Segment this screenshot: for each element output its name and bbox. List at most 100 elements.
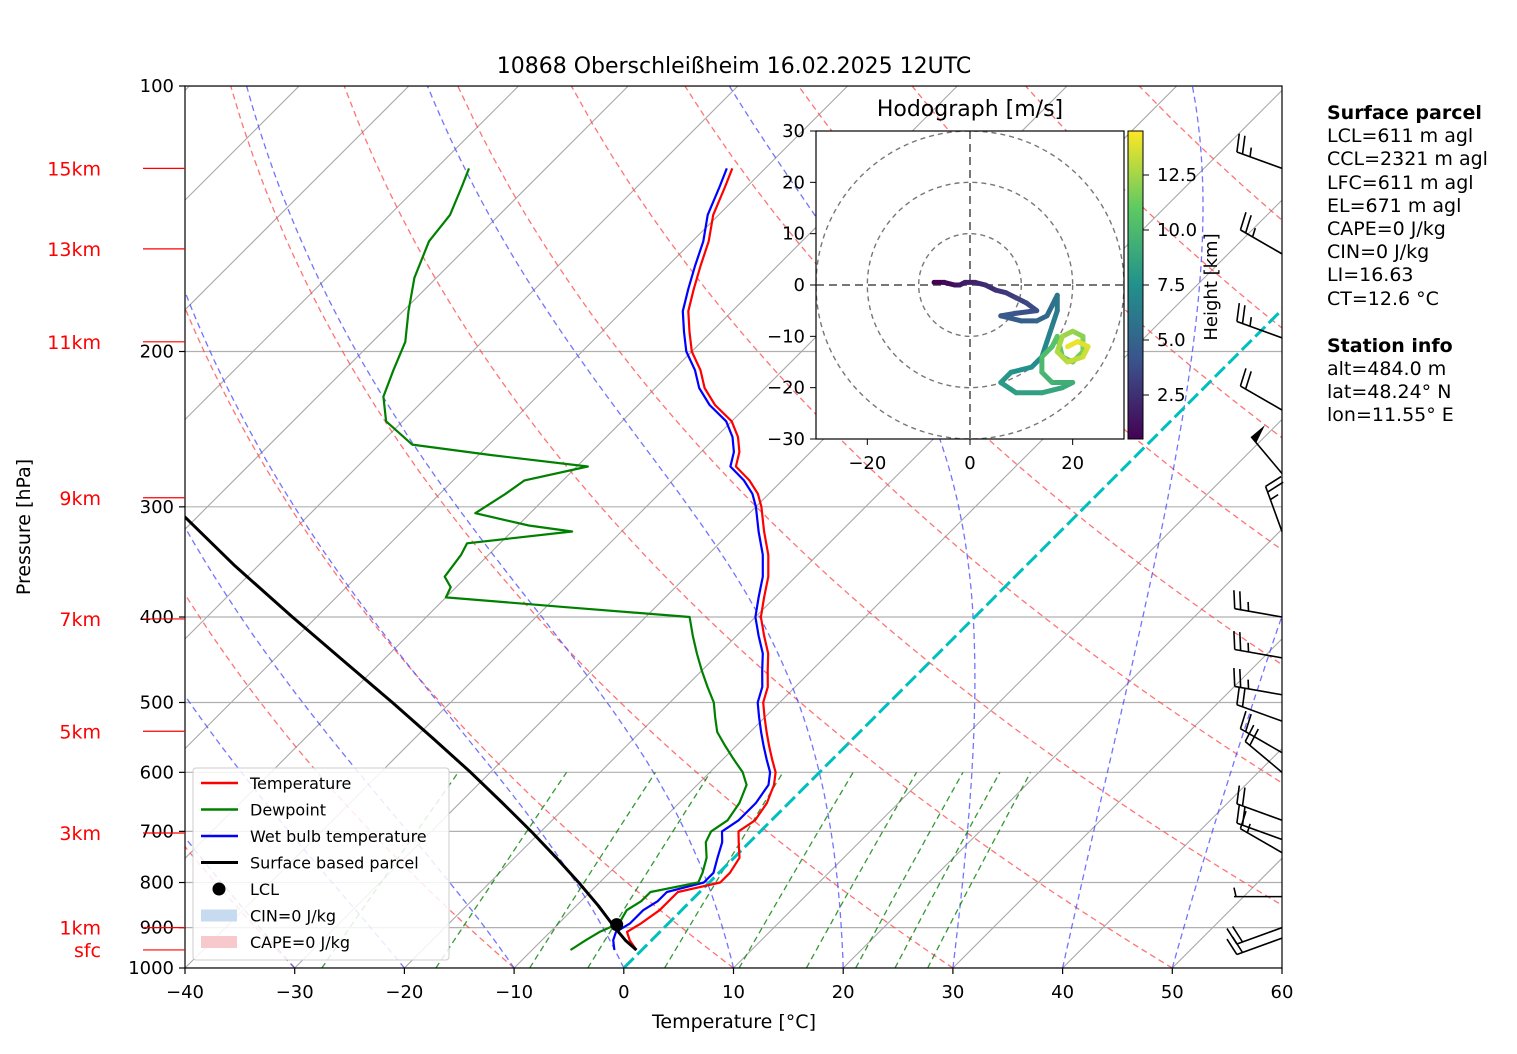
barb-half (1233, 887, 1237, 897)
barb-full (1241, 135, 1246, 155)
barb-full (1231, 936, 1244, 953)
wind-barb (1244, 724, 1283, 773)
barb-full (1244, 371, 1252, 390)
barb-full (1239, 212, 1247, 231)
barb-shaft (1236, 937, 1283, 956)
hodograph-y-tick-label: 20 (782, 172, 805, 193)
surface-parcel-line: CT=12.6 °C (1327, 287, 1439, 310)
height-tick-label: 5km (59, 721, 101, 743)
hodograph-inset: Hodograph [m/s] −20 0 20 30 20 10 0 −10 −20 −30 2… (767, 97, 1222, 474)
station-info-line: lat=48.24° N (1327, 381, 1452, 404)
hodograph-ring (866, 181, 1074, 389)
wind-barb (1236, 133, 1283, 170)
colorbar-tick-label: 5.0 (1157, 330, 1186, 351)
barb-shaft (1236, 926, 1283, 945)
surface-parcel-line: LI=16.63 (1327, 264, 1414, 287)
moist-adiabat (1061, 86, 1204, 968)
legend-label: CAPE=0 J/kg (250, 933, 350, 952)
isotherm (185, 86, 410, 311)
barb-full (1244, 724, 1255, 742)
wind-barb (1233, 667, 1283, 696)
mixing-ratio-line (435, 771, 568, 968)
hodograph-title: Hodograph [m/s] (877, 97, 1063, 122)
isotherm (513, 199, 1282, 968)
hodograph-segment (998, 313, 1024, 324)
moist-adiabat (245, 86, 735, 968)
y-tick-label: 600 (140, 762, 174, 783)
wind-barb (1236, 303, 1283, 339)
mixing-ratio-line (927, 771, 1032, 968)
moist-adiabat (185, 290, 625, 968)
series-temperature (625, 167, 777, 951)
hodograph-x-tick-label: 20 (1061, 453, 1084, 474)
moist-adiabat (426, 86, 844, 968)
dry-adiabat (230, 86, 954, 968)
barb-half (1246, 823, 1251, 833)
barb-full (1249, 728, 1260, 746)
hodograph-segment (1065, 354, 1086, 365)
barb-full (1226, 938, 1238, 955)
barb-full (1236, 804, 1241, 824)
barb-shaft (1250, 436, 1283, 475)
station-info-line: lon=11.55° E (1327, 404, 1454, 427)
x-tick-label: −40 (166, 982, 204, 1003)
y-tick-label: 500 (140, 692, 174, 713)
legend-label: Surface based parcel (250, 854, 419, 873)
barb-shaft (1236, 320, 1283, 339)
hodograph-x-tick-label: −20 (848, 453, 886, 474)
barb-full (1244, 713, 1252, 732)
moist-adiabat (1171, 613, 1282, 968)
barb-flag (1251, 425, 1265, 443)
barb-full (1236, 785, 1241, 804)
barb-full (1236, 303, 1241, 322)
dry-adiabat (185, 306, 734, 968)
dry-adiabat (457, 86, 1282, 906)
barb-full (1233, 667, 1236, 687)
barb-full (1233, 590, 1236, 609)
height-tick-label: 13km (47, 239, 101, 261)
hodograph-segment (1013, 308, 1040, 316)
barb-half (1249, 147, 1253, 157)
legend-label: CIN=0 J/kg (250, 907, 336, 926)
surface-parcel-line: LCL=611 m agl (1327, 125, 1474, 148)
legend: Temperature Dewpoint Wet bulb temperature S… (192, 767, 450, 961)
height-tick-label: 9km (59, 488, 101, 510)
height-tick-label: 11km (47, 332, 101, 354)
barb-full (1239, 632, 1242, 651)
colorbar-tick-label: 2.5 (1157, 385, 1186, 406)
wind-barb (1250, 425, 1283, 475)
barb-shaft (1234, 607, 1283, 618)
wind-barbs (1226, 133, 1284, 956)
barb-full (1241, 787, 1246, 807)
surface-parcel-heading: Surface parcel (1327, 102, 1482, 124)
height-tick-label: 3km (59, 823, 101, 845)
barb-shaft (1244, 740, 1283, 773)
wind-barb (1233, 631, 1283, 659)
hodograph-segment (1039, 385, 1065, 396)
y-tick-label: 400 (140, 607, 174, 628)
barb-shaft (1240, 727, 1283, 754)
barb-full (1236, 686, 1241, 705)
profile-lines (185, 167, 777, 952)
isotherm (842, 528, 1282, 968)
legend-label: Wet bulb temperature (250, 827, 427, 846)
barb-full (1239, 669, 1242, 688)
mixing-ratio-line (664, 771, 784, 968)
surface-parcel-line: CIN=0 J/kg (1327, 241, 1430, 264)
mixing-ratio-line (894, 771, 1001, 968)
moist-adiabat (185, 526, 515, 968)
mixing-ratio-line (529, 771, 656, 968)
wind-barb (1236, 785, 1283, 822)
barb-full (1267, 481, 1284, 493)
colorbar-tick-label: 10.0 (1157, 220, 1197, 241)
hodograph-segment (1044, 323, 1055, 344)
legend-label: Dewpoint (250, 801, 326, 820)
hodograph-segment (1054, 333, 1065, 355)
hodograph-segment (1065, 338, 1081, 350)
mixing-ratio-line (587, 771, 711, 968)
isotherm (952, 638, 1282, 968)
wind-barb (1236, 686, 1283, 722)
x-axis-ticks: −40 −30 −20 −10 0 10 20 30 40 50 60 (166, 968, 1293, 1003)
